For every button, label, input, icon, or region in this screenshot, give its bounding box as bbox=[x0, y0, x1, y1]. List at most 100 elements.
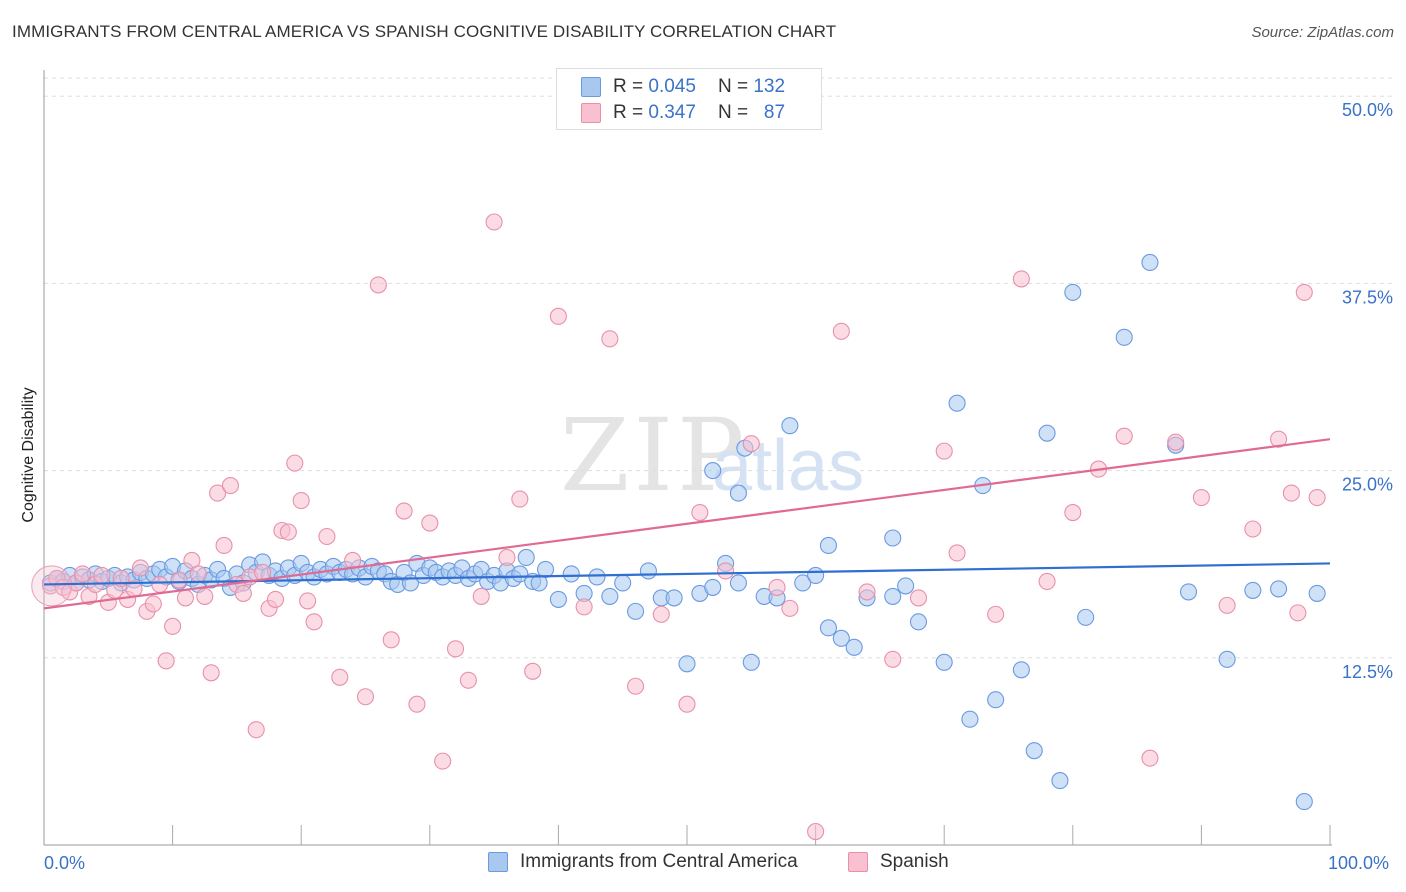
point-spanish bbox=[292, 492, 310, 510]
point-central-america bbox=[884, 587, 902, 605]
point-central-america bbox=[794, 574, 812, 592]
point-spanish bbox=[446, 640, 465, 658]
point-cluster bbox=[31, 565, 73, 607]
point-central-america bbox=[614, 574, 632, 592]
point-spanish bbox=[369, 276, 387, 294]
point-spanish bbox=[472, 587, 490, 605]
point-central-america bbox=[1179, 583, 1198, 601]
point-central-america bbox=[819, 619, 838, 637]
watermark-zip: ZIP bbox=[560, 397, 748, 514]
point-spanish bbox=[678, 695, 696, 713]
data-points bbox=[31, 213, 1326, 841]
point-spanish bbox=[299, 592, 317, 610]
point-spanish bbox=[131, 559, 149, 577]
bottom-legend-swatch-pink bbox=[848, 852, 868, 872]
point-spanish bbox=[768, 578, 786, 596]
point-central-america bbox=[562, 565, 580, 583]
point-spanish bbox=[575, 598, 593, 616]
y-axis-label: Cognitive Disability bbox=[20, 387, 37, 523]
y-tick-label: 25.0% bbox=[1342, 475, 1393, 495]
point-central-america bbox=[897, 577, 915, 595]
point-spanish bbox=[1270, 430, 1288, 448]
point-central-america bbox=[832, 629, 850, 647]
point-spanish bbox=[987, 605, 1005, 623]
legend-n-label: N = bbox=[717, 76, 749, 97]
point-spanish bbox=[1064, 503, 1082, 522]
point-spanish bbox=[1141, 749, 1159, 767]
point-spanish bbox=[196, 587, 214, 605]
point-spanish bbox=[202, 664, 220, 682]
point-central-america bbox=[948, 394, 966, 412]
trend-line-spanish bbox=[43, 438, 1331, 610]
point-spanish bbox=[74, 565, 92, 583]
legend-row-spanish: R = 0.347 N = 87 bbox=[581, 101, 785, 125]
point-spanish bbox=[1295, 283, 1313, 301]
trend-lines bbox=[43, 438, 1331, 610]
point-central-america bbox=[742, 653, 760, 671]
bottom-legend-item-spanish: Spanish bbox=[848, 851, 949, 873]
point-spanish bbox=[1012, 270, 1030, 288]
point-spanish bbox=[144, 595, 162, 613]
point-spanish bbox=[331, 668, 349, 686]
point-central-america bbox=[807, 566, 825, 584]
legend-r-label: R = bbox=[613, 102, 644, 123]
point-spanish bbox=[247, 721, 265, 739]
point-central-america bbox=[1025, 742, 1043, 760]
point-central-america bbox=[588, 568, 606, 586]
legend-r-value: 0.045 bbox=[648, 76, 696, 97]
point-spanish bbox=[1115, 427, 1133, 445]
point-spanish bbox=[1244, 520, 1262, 538]
point-central-america bbox=[935, 653, 953, 671]
point-spanish bbox=[279, 523, 297, 541]
point-central-america bbox=[678, 655, 696, 673]
point-spanish bbox=[157, 652, 175, 670]
point-central-america bbox=[1244, 581, 1262, 599]
point-spanish bbox=[1218, 596, 1236, 614]
axes bbox=[43, 70, 1332, 846]
bottom-legend: Immigrants from Central America Spanish bbox=[0, 851, 1406, 877]
legend-n-value: 87 bbox=[763, 102, 786, 123]
point-spanish bbox=[209, 484, 227, 502]
point-spanish bbox=[164, 617, 182, 635]
point-central-america bbox=[1308, 584, 1326, 602]
point-spanish bbox=[1192, 489, 1210, 507]
point-spanish bbox=[176, 589, 195, 607]
point-spanish bbox=[652, 605, 670, 623]
point-spanish bbox=[858, 583, 876, 601]
point-central-america bbox=[987, 691, 1005, 709]
point-spanish bbox=[549, 307, 567, 325]
point-central-america bbox=[601, 587, 619, 605]
point-spanish bbox=[382, 631, 400, 649]
bottom-legend-label: Spanish bbox=[880, 851, 949, 872]
point-spanish bbox=[421, 514, 439, 532]
point-central-america bbox=[1064, 283, 1082, 301]
point-central-america bbox=[1038, 424, 1056, 442]
point-spanish bbox=[234, 584, 252, 602]
point-spanish bbox=[1289, 604, 1307, 622]
legend-swatch-blue bbox=[581, 77, 601, 97]
point-spanish bbox=[215, 536, 233, 555]
point-central-america bbox=[1218, 650, 1236, 668]
point-central-america bbox=[909, 613, 928, 631]
point-central-america bbox=[665, 589, 683, 607]
legend-r-label: R = bbox=[613, 76, 644, 97]
y-tick-label: 37.5% bbox=[1342, 287, 1393, 307]
chart-title: IMMIGRANTS FROM CENTRAL AMERICA VS SPANI… bbox=[12, 22, 837, 41]
point-spanish bbox=[935, 442, 953, 460]
legend-swatch-pink bbox=[581, 103, 601, 123]
point-central-america bbox=[1115, 328, 1133, 346]
point-spanish bbox=[832, 322, 850, 340]
point-spanish bbox=[485, 213, 503, 231]
point-spanish bbox=[1038, 572, 1056, 590]
point-central-america bbox=[1012, 661, 1030, 679]
point-spanish bbox=[511, 490, 529, 508]
point-spanish bbox=[459, 671, 477, 689]
point-central-america bbox=[1141, 253, 1159, 271]
point-spanish bbox=[498, 548, 516, 567]
point-spanish bbox=[909, 589, 928, 607]
point-spanish bbox=[1282, 484, 1300, 502]
point-central-america bbox=[627, 602, 645, 620]
y-tick-labels: 12.5% 25.0% 37.5% 50.0% bbox=[1342, 100, 1393, 682]
legend-n-value: 132 bbox=[753, 76, 786, 97]
